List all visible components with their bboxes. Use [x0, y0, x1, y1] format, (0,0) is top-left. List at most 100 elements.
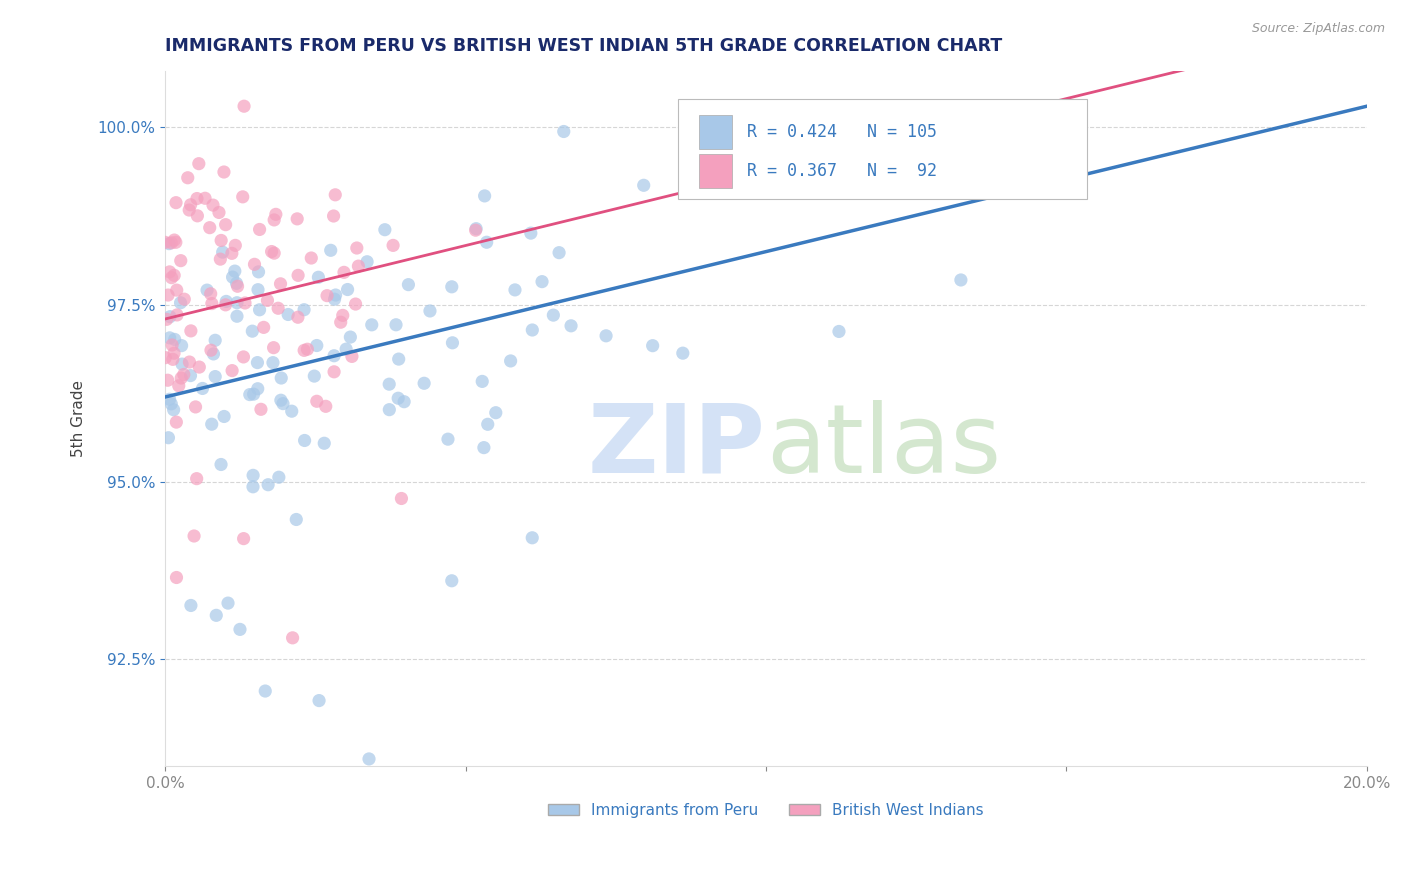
Point — [177, 170, 200, 185]
Point — [163, 346, 186, 360]
Point — [157, 288, 180, 302]
Point — [340, 350, 363, 364]
Point — [194, 191, 217, 205]
Point — [285, 512, 308, 526]
Point — [226, 279, 249, 293]
Point — [212, 409, 235, 424]
Point — [243, 257, 266, 271]
Point — [163, 333, 186, 347]
Point — [387, 391, 409, 405]
Point — [221, 270, 243, 285]
Point — [166, 283, 188, 297]
Point — [471, 375, 494, 389]
Point — [229, 623, 252, 637]
Point — [344, 297, 367, 311]
Point — [543, 308, 565, 322]
Point — [246, 355, 269, 369]
Point — [249, 222, 271, 236]
Point — [205, 608, 228, 623]
Point — [221, 363, 243, 377]
Point — [186, 472, 208, 486]
Point — [287, 310, 309, 325]
Point — [163, 268, 186, 283]
Point — [165, 195, 187, 210]
Point — [277, 308, 299, 322]
Point — [170, 371, 193, 385]
Point — [183, 529, 205, 543]
Text: R = 0.424   N = 105: R = 0.424 N = 105 — [747, 123, 936, 141]
Point — [441, 335, 464, 350]
Point — [307, 270, 329, 285]
Point — [499, 354, 522, 368]
Point — [162, 402, 184, 417]
Point — [270, 393, 292, 408]
Point — [522, 531, 544, 545]
Point — [304, 369, 326, 384]
Point — [396, 277, 419, 292]
Point — [553, 124, 575, 138]
Point — [263, 341, 285, 355]
Point — [246, 382, 269, 396]
Point — [413, 376, 436, 391]
Point — [160, 338, 183, 352]
Point — [155, 235, 177, 250]
Point — [385, 318, 408, 332]
Point — [166, 308, 188, 322]
Point — [305, 394, 328, 409]
Point — [204, 369, 226, 384]
Point — [159, 265, 181, 279]
Point — [257, 477, 280, 491]
Point — [548, 245, 571, 260]
Point — [214, 218, 236, 232]
Point — [520, 226, 543, 240]
Point — [250, 402, 273, 417]
Point — [202, 347, 225, 361]
Point — [263, 246, 285, 260]
Point — [474, 189, 496, 203]
Point — [332, 309, 354, 323]
Point — [308, 693, 330, 707]
Point — [247, 283, 270, 297]
Point — [315, 400, 337, 414]
Text: IMMIGRANTS FROM PERU VS BRITISH WEST INDIAN 5TH GRADE CORRELATION CHART: IMMIGRANTS FROM PERU VS BRITISH WEST IND… — [165, 37, 1002, 55]
Text: R = 0.367   N =  92: R = 0.367 N = 92 — [747, 161, 936, 180]
Point — [641, 339, 664, 353]
Point — [329, 315, 352, 329]
Point — [202, 198, 225, 212]
Point — [163, 233, 186, 247]
Point — [209, 458, 232, 472]
Point — [225, 277, 247, 291]
Point — [440, 574, 463, 588]
Text: atlas: atlas — [766, 400, 1001, 492]
Point — [465, 221, 488, 235]
Point — [271, 396, 294, 410]
Point — [419, 304, 441, 318]
Point — [167, 378, 190, 392]
Point — [173, 292, 195, 306]
Point — [173, 368, 195, 382]
Point — [388, 352, 411, 367]
Point — [264, 207, 287, 221]
Point — [322, 209, 344, 223]
Point — [209, 234, 232, 248]
Point — [217, 596, 239, 610]
Point — [156, 312, 179, 326]
Point — [356, 254, 378, 268]
Point — [179, 355, 201, 369]
Point — [267, 470, 290, 484]
Point — [335, 342, 357, 356]
Point — [305, 338, 328, 352]
Point — [180, 324, 202, 338]
Point — [242, 480, 264, 494]
Point — [262, 356, 284, 370]
Point — [256, 293, 278, 308]
Point — [437, 432, 460, 446]
Point — [294, 434, 316, 448]
Point — [319, 244, 342, 258]
Point — [333, 265, 356, 279]
Point — [224, 264, 246, 278]
FancyBboxPatch shape — [678, 98, 1087, 199]
Point — [287, 268, 309, 283]
Point — [186, 192, 208, 206]
Point — [155, 351, 177, 365]
